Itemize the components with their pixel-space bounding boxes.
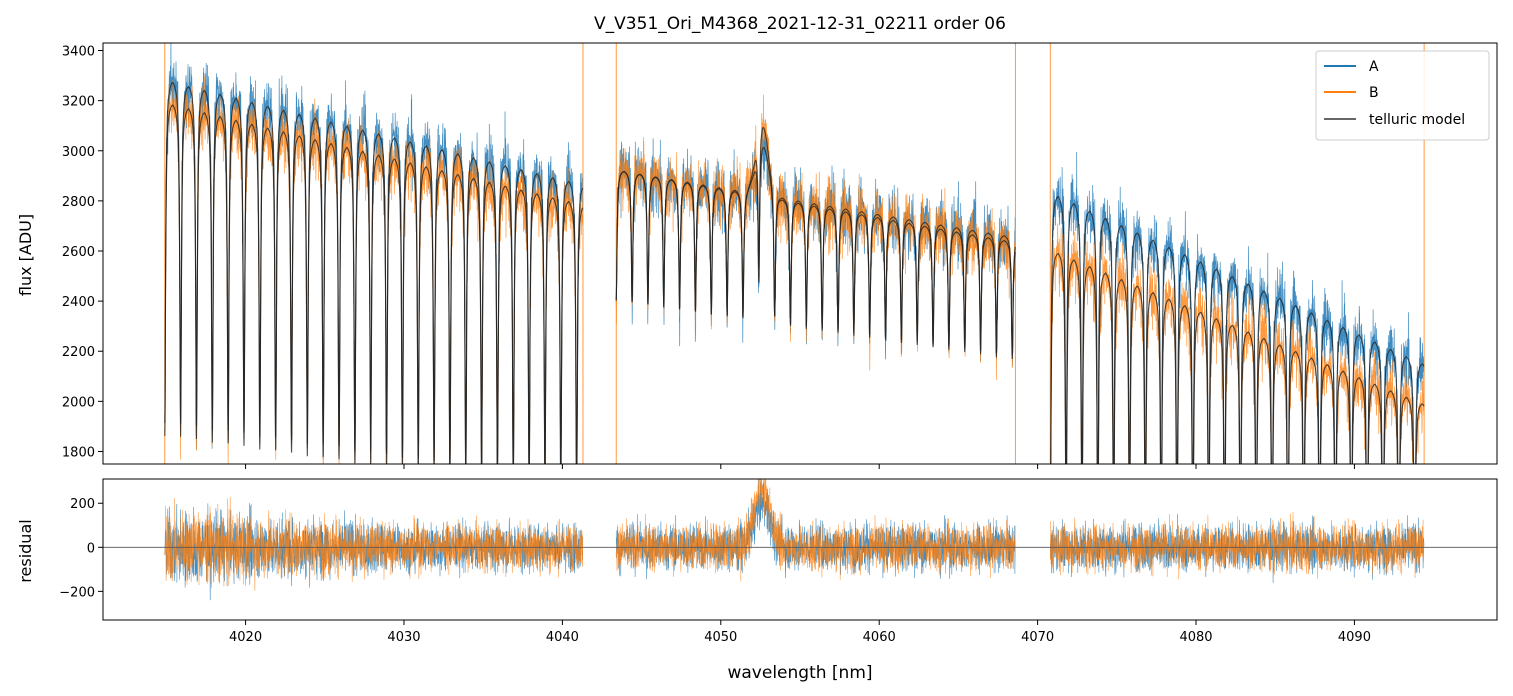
residual-x-axis: 4020 4030 4040 4050 4060 4070 4080 4090 [229,620,1371,645]
x-tick-label: 4080 [1179,630,1212,645]
y-tick-label: 2800 [62,195,95,210]
chart-title: V_V351_Ori_M4368_2021-12-31_02211 order … [594,14,1006,34]
x-tick-label: 4050 [704,630,737,645]
y-tick-label: 3000 [62,145,95,160]
x-tick-label: 4030 [387,630,420,645]
series-B-residual-segment [164,496,584,591]
legend-label-A: A [1369,59,1379,75]
x-axis-label: wavelength [nm] [727,663,872,683]
flux-plot-frame [102,42,1498,465]
telluric-model-line [164,82,1425,464]
y-tick-label: 200 [70,497,95,512]
series-B-residual-line [164,479,1425,591]
flux-panel: 1800 2000 2200 2400 2600 2800 3000 3200 3400 flu… [16,42,1498,469]
x-tick-label: 4060 [863,630,896,645]
residual-panel: −200 0 200 4020 4030 4040 4050 4060 4070 4080 409… [16,478,1498,683]
telluric-model-B-segment [615,126,1016,360]
flux-y-axis-label: flux [ADU] [16,214,35,296]
residual-y-axis-label: residual [16,519,35,582]
y-tick-label: 2000 [62,395,95,410]
y-tick-label: −200 [59,585,95,600]
x-tick-label: 4040 [546,630,579,645]
y-tick-label: 2200 [62,345,95,360]
residual-plot-frame [102,478,1498,621]
y-tick-label: 1800 [62,445,95,460]
legend: A B telluric model [1315,50,1490,141]
y-tick-label: 3200 [62,95,95,110]
series-B-residual-segment [1050,512,1425,580]
flux-y-axis: 1800 2000 2200 2400 2600 2800 3000 3200 3400 [62,45,103,460]
y-tick-label: 0 [87,541,95,556]
x-tick-label: 4090 [1338,630,1371,645]
residual-y-axis: −200 0 200 [59,497,103,600]
telluric-model-B-segment [164,104,584,464]
flux-x-axis [245,464,1355,469]
telluric-model-B-segment [1050,252,1425,464]
y-tick-label: 2400 [62,295,95,310]
legend-label-B: B [1369,85,1379,101]
y-tick-label: 3400 [62,45,95,60]
x-tick-label: 4070 [1021,630,1054,645]
y-tick-label: 2600 [62,245,95,260]
series-B-residual-segment [615,479,1016,582]
x-tick-label: 4020 [229,630,262,645]
legend-label-telluric: telluric model [1369,112,1465,128]
